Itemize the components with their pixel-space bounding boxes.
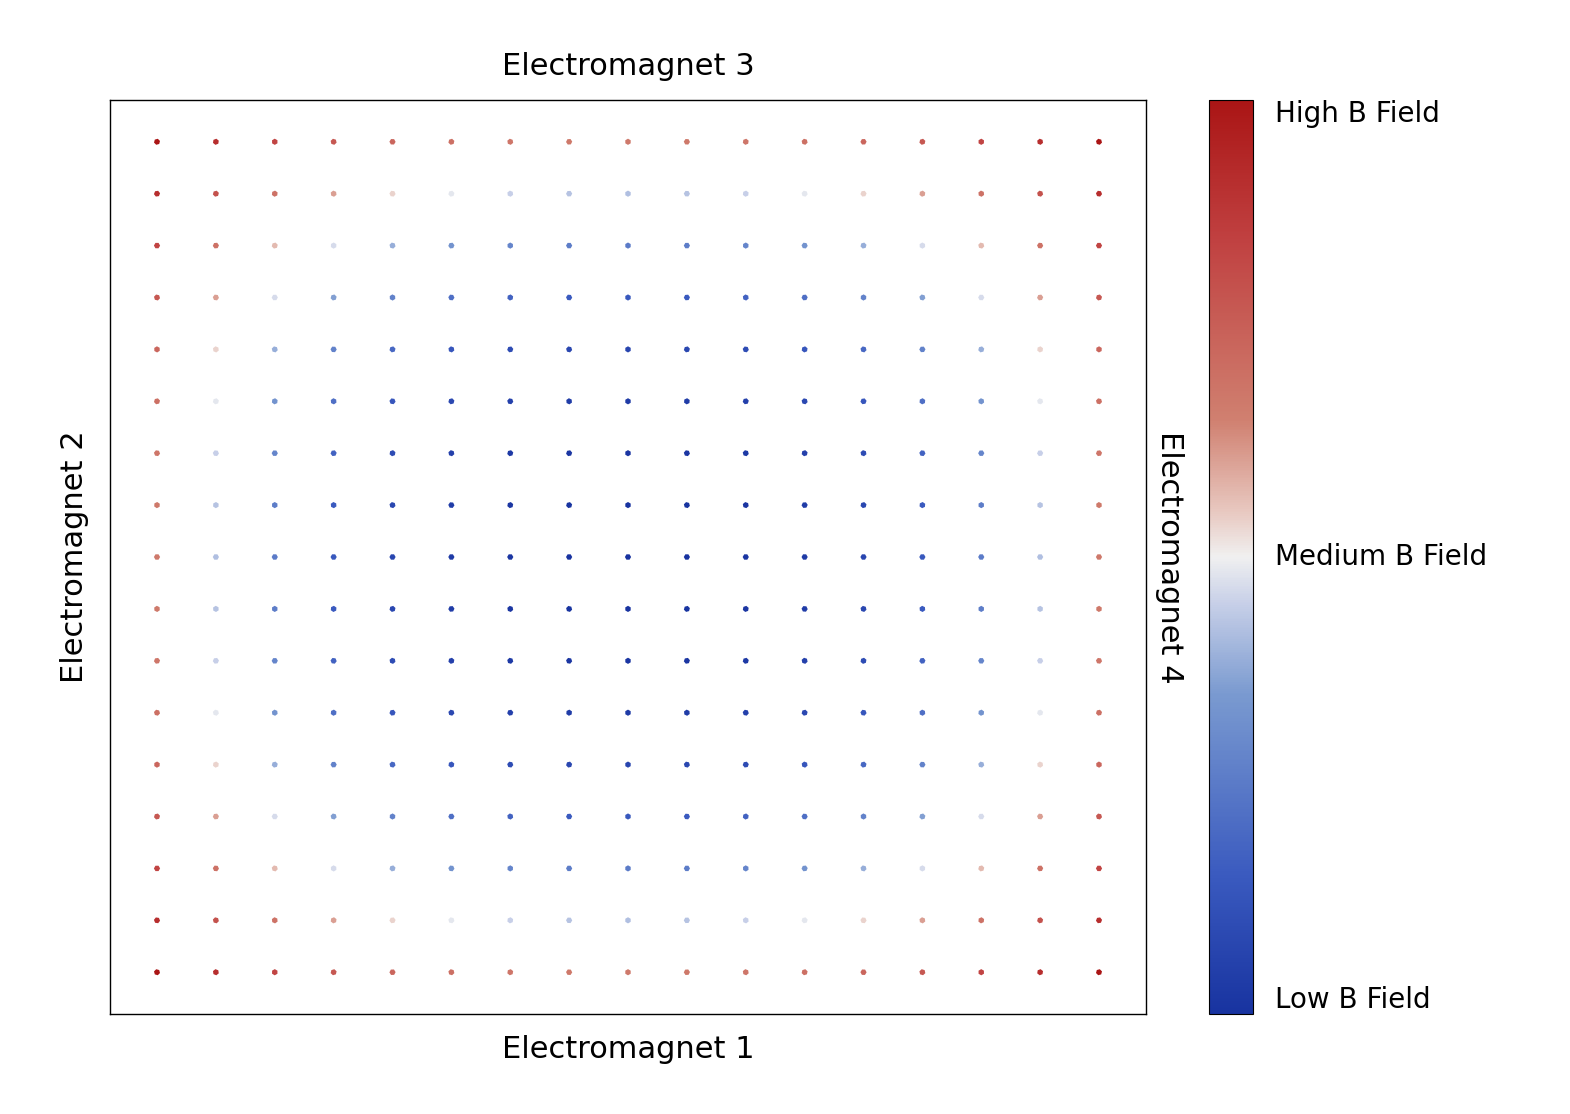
Text: Electromagnet 4: Electromagnet 4 [1156, 431, 1184, 683]
Text: High B Field: High B Field [1275, 100, 1440, 128]
X-axis label: Electromagnet 1: Electromagnet 1 [502, 1035, 754, 1064]
Text: Medium B Field: Medium B Field [1275, 543, 1487, 571]
Text: Low B Field: Low B Field [1275, 986, 1430, 1014]
Title: Electromagnet 3: Electromagnet 3 [502, 52, 754, 81]
Y-axis label: Electromagnet 2: Electromagnet 2 [60, 431, 89, 683]
